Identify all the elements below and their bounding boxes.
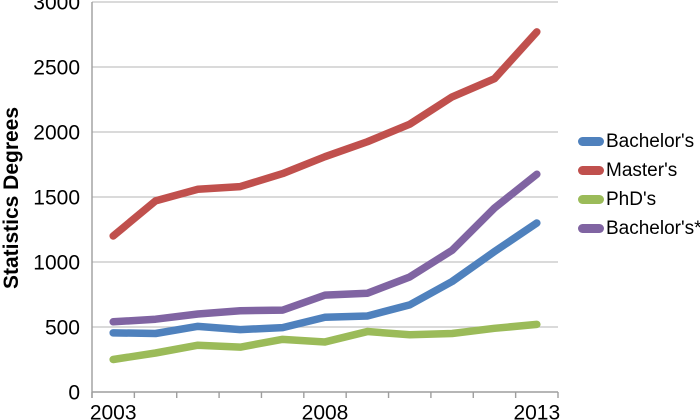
y-tick-label: 2500 <box>33 57 80 80</box>
legend-swatch-icon <box>578 137 604 146</box>
x-tick-label: 2008 <box>302 402 349 420</box>
x-tick-label: 2013 <box>513 402 560 420</box>
y-tick-label: 1500 <box>33 187 80 210</box>
series-line-bachelors-star <box>109 170 541 326</box>
legend-label: Bachelor's <box>606 130 695 152</box>
y-tick-label: 0 <box>68 382 80 405</box>
legend-item-bachelors-star: Bachelor's* <box>578 214 700 243</box>
series-line-masters <box>109 28 541 240</box>
y-tick-label: 2000 <box>33 122 80 145</box>
legend-swatch-icon <box>578 195 604 204</box>
legend-label: Bachelor's* <box>606 217 700 239</box>
legend-label: PhD's <box>606 188 657 210</box>
legend-item-masters: Master's <box>578 156 700 185</box>
legend-swatch-icon <box>578 224 604 233</box>
legend: Bachelor's Master's PhD's Bachelor's* <box>578 127 700 243</box>
series-line-phds <box>109 320 541 364</box>
x-tick-label: 2003 <box>90 402 137 420</box>
legend-label: Master's <box>606 159 678 181</box>
y-tick-label: 1000 <box>33 252 80 275</box>
legend-item-phds: PhD's <box>578 185 700 214</box>
series-line-bachelors <box>109 219 541 338</box>
legend-item-bachelors: Bachelor's <box>578 127 700 156</box>
y-tick-label: 3000 <box>33 0 80 15</box>
legend-swatch-icon <box>578 166 604 175</box>
y-tick-label: 500 <box>45 317 80 340</box>
